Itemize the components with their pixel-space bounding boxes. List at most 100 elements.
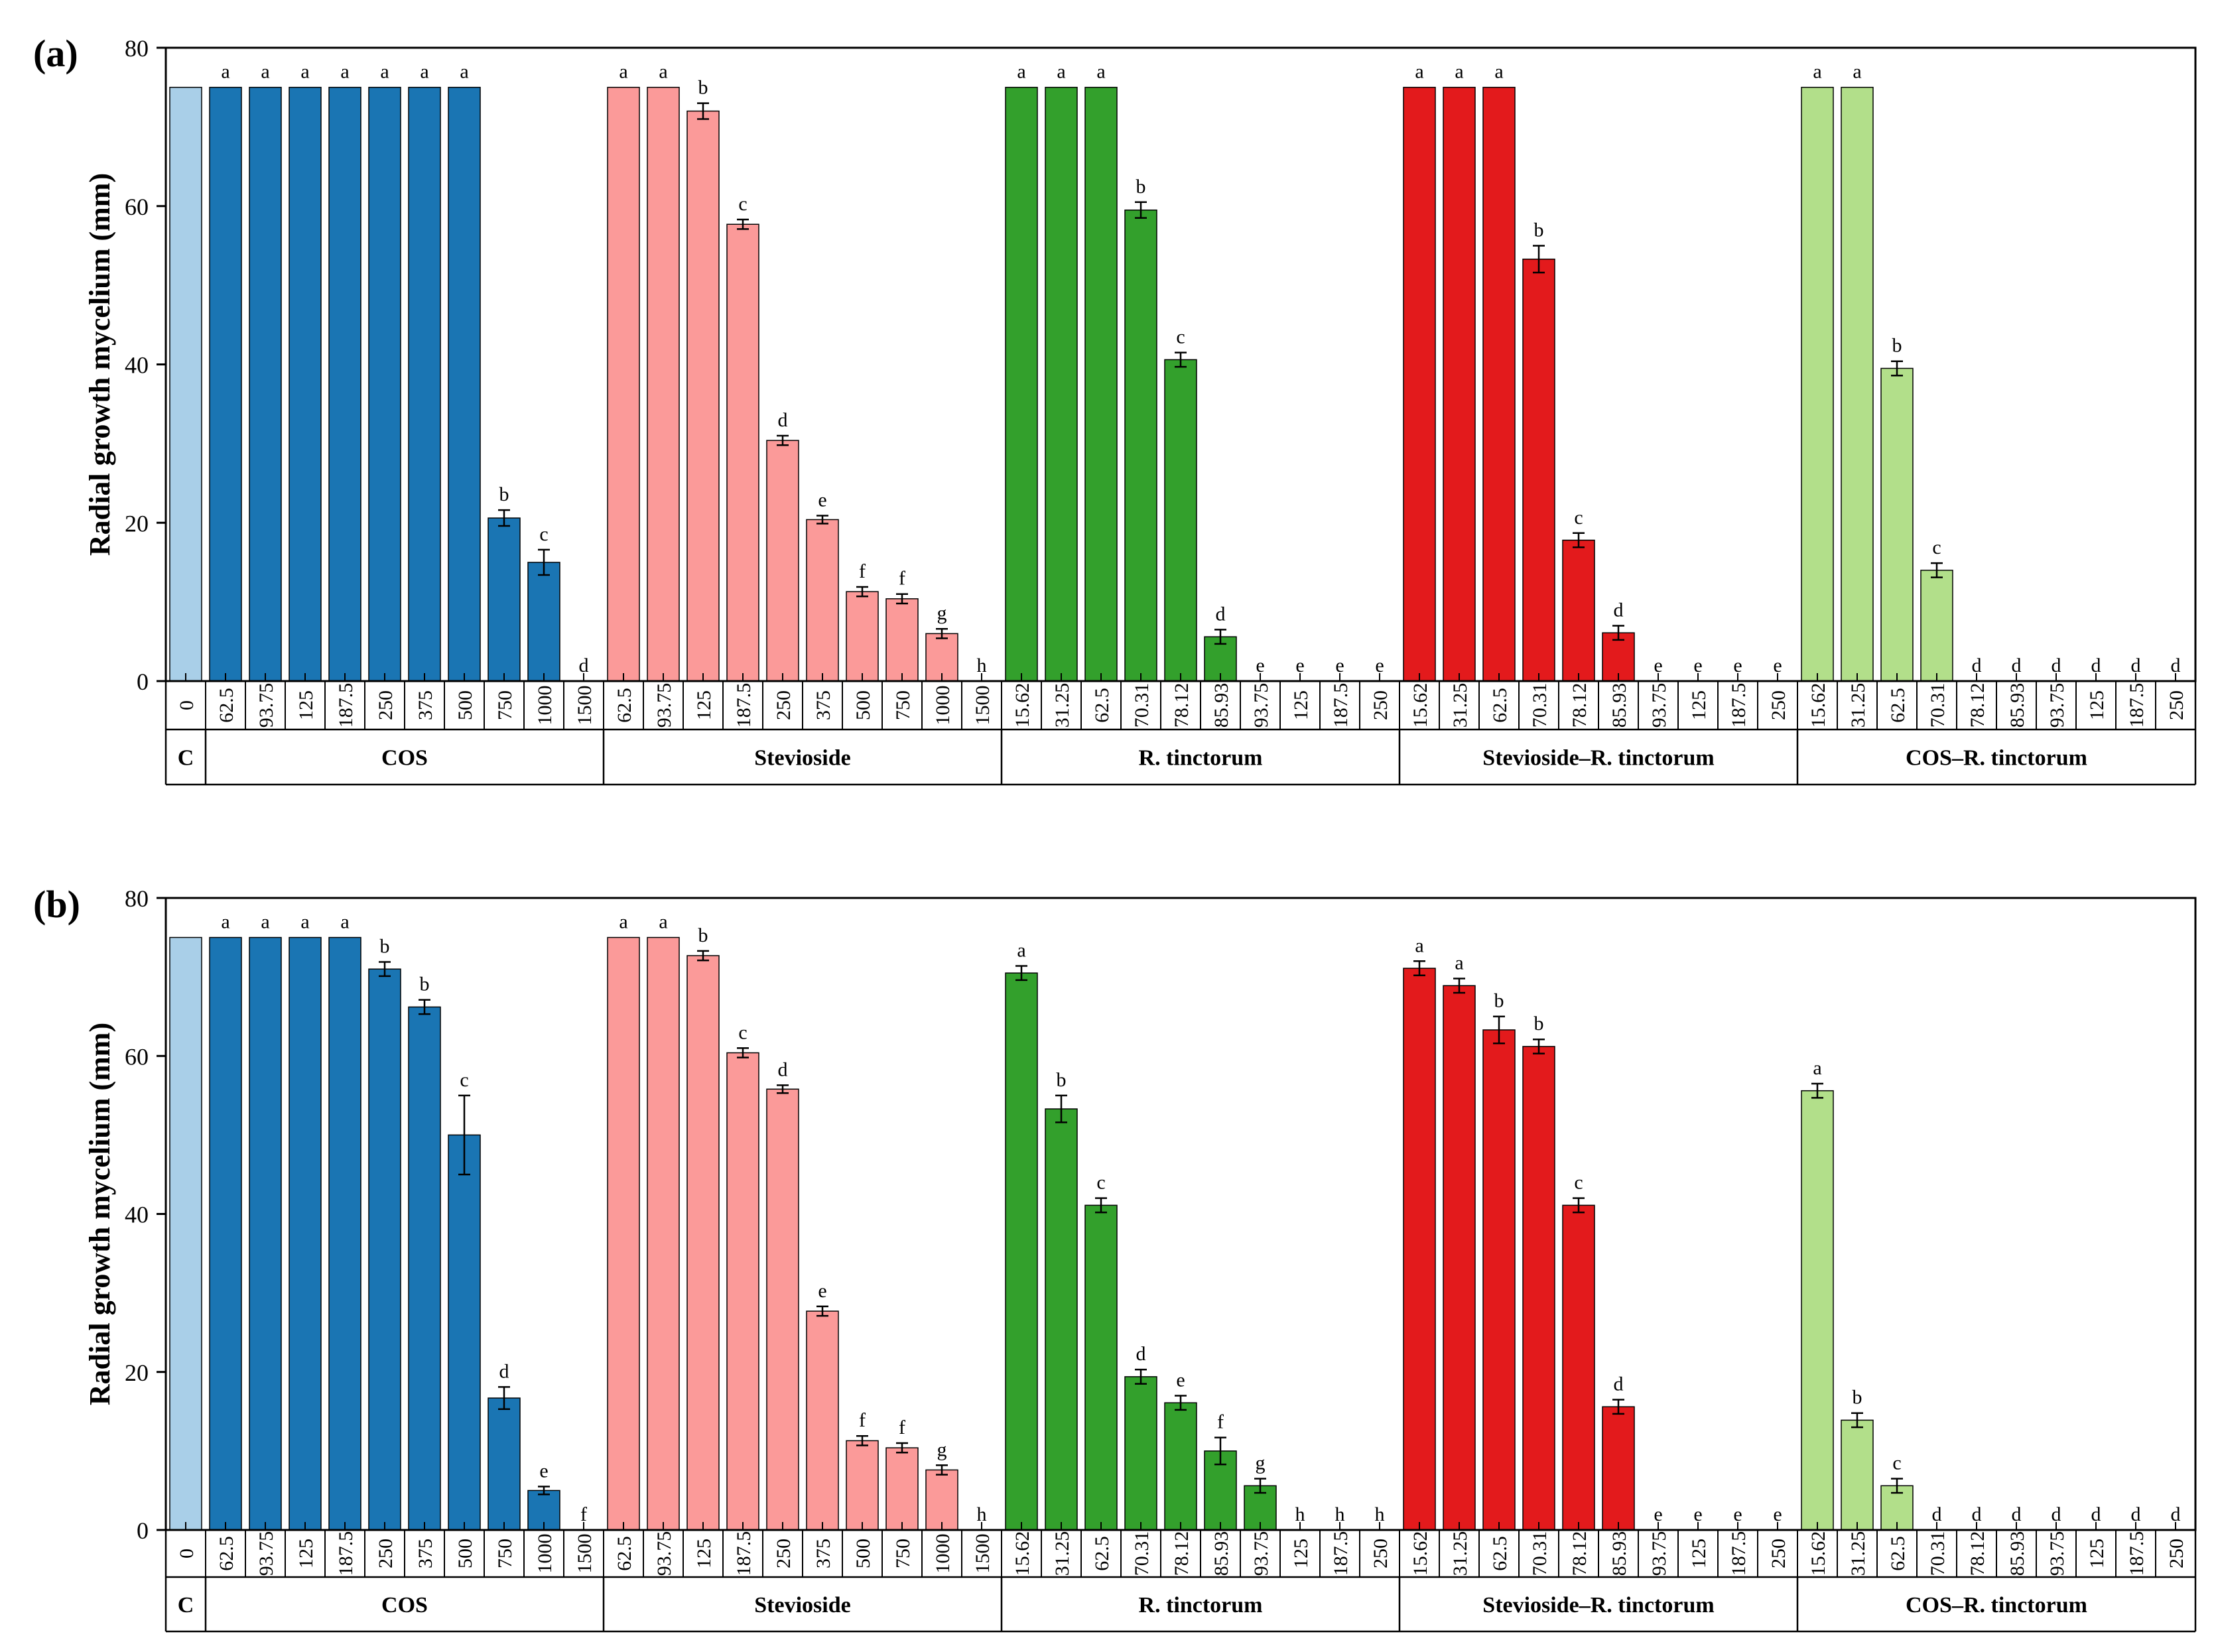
significance-letter: d [579,655,589,676]
significance-letter: f [1217,1411,1224,1433]
panel-a: (a) Radial growth mycelium (mm) 0 20 40 60 80 0… [33,32,2197,786]
significance-letter: a [340,61,349,83]
category-label: 62.5 [216,1536,237,1571]
category-label: 62.5 [614,1536,635,1571]
bar [328,86,361,682]
category-label: 78.12 [1569,683,1591,728]
significance-letter: a [1017,61,1025,83]
significance-letter: f [899,1417,905,1438]
significance-letter: b [1057,1069,1067,1091]
significance-letter: c [1932,537,1941,558]
y-tick-label: 60 [125,194,149,220]
significance-letter: a [1455,61,1463,83]
significance-letter: d [1972,1503,1982,1525]
significance-letter: c [1892,1452,1901,1474]
bar [726,1052,759,1531]
bar [249,86,282,682]
bar [766,1088,799,1531]
category-label: 250 [375,1539,397,1568]
panel-b: (b) Radial growth mycelium (mm) 0 20 40 60 80 0… [33,883,2197,1633]
bar [408,86,441,682]
significance-letter: a [1057,61,1065,83]
significance-letter: b [698,924,708,946]
panel-label: (a) [33,32,78,75]
significance-letter: a [1096,61,1105,83]
significance-letter: e [1693,1503,1702,1525]
category-label: 375 [813,1539,834,1568]
significance-letter: e [1773,655,1782,676]
significance-letter: e [1733,655,1742,676]
category-label: 31.25 [1051,1531,1073,1576]
significance-letter: b [380,935,390,957]
category-label: 31.25 [1847,1531,1869,1576]
category-label: 0 [176,1549,198,1558]
bar [686,955,720,1531]
bar [1443,985,1476,1531]
category-label: 250 [375,690,397,720]
bar [1841,86,1874,682]
category-label: 750 [892,1539,914,1568]
significance-letter: d [1932,1503,1942,1525]
bar [885,598,919,682]
category-label: 85.93 [2006,1531,2028,1576]
group-label: C [178,746,194,771]
group-label: COS–R. tinctorum [1906,1593,2087,1618]
significance-letter: b [1534,1013,1544,1035]
significance-letter: a [659,61,667,83]
bar [1602,1406,1635,1531]
significance-letter: d [2171,1503,2181,1525]
significance-letter: d [2052,655,2061,676]
group-label: Stevioside [754,1593,850,1618]
bar [1005,972,1038,1531]
category-label: 250 [1768,1539,1790,1568]
category-label: 93.75 [1648,683,1670,728]
category-label: 31.25 [1051,683,1073,728]
bar [1045,86,1078,682]
bar [209,936,242,1531]
significance-letter: a [1813,61,1821,83]
category-label: 125 [1290,690,1312,720]
category-label: 70.31 [1927,1531,1949,1576]
group-label: C [178,1593,194,1618]
category-label: 78.12 [1171,1531,1193,1576]
bar [1164,1402,1197,1531]
bar [448,86,481,682]
category-label: 125 [1290,1539,1312,1568]
significance-letter: b [1853,1387,1862,1409]
bar [1801,1090,1834,1531]
category-label: 70.31 [1529,1531,1551,1576]
category-label: 15.62 [1011,683,1033,728]
category-label: 1000 [932,686,954,726]
bar [607,86,640,682]
category-label: 62.5 [1489,1536,1511,1571]
bar [1562,1204,1595,1531]
significance-letter: d [1614,1373,1624,1395]
bar [368,86,401,682]
y-tick-label: 60 [125,1043,149,1070]
category-label: 250 [1370,1539,1392,1568]
significance-letter: b [698,77,708,99]
category-label: 187.5 [1330,683,1352,728]
category-label: 1000 [534,1534,556,1574]
significance-letter: a [1415,61,1423,83]
bar [488,1397,521,1531]
significance-letter: b [420,974,430,995]
category-label: 375 [415,690,436,720]
significance-letter: b [499,483,509,505]
significance-letter: d [778,1058,788,1080]
category-label: 62.5 [1887,688,1909,723]
y-tick-label: 40 [125,1202,149,1228]
bar [1124,209,1157,682]
significance-letter: e [539,1460,548,1482]
significance-letter: f [859,560,866,582]
significance-letter: d [2171,655,2181,676]
category-label: 125 [295,690,317,720]
category-label: 85.93 [2006,683,2028,728]
significance-letter: h [1375,1503,1385,1525]
significance-letter: c [460,1069,468,1091]
category-label: 1500 [972,686,994,726]
y-axis-title: Radial growth mycelium (mm) [84,1023,116,1405]
category-label: 15.62 [1807,683,1829,728]
category-label: 78.12 [1171,683,1193,728]
